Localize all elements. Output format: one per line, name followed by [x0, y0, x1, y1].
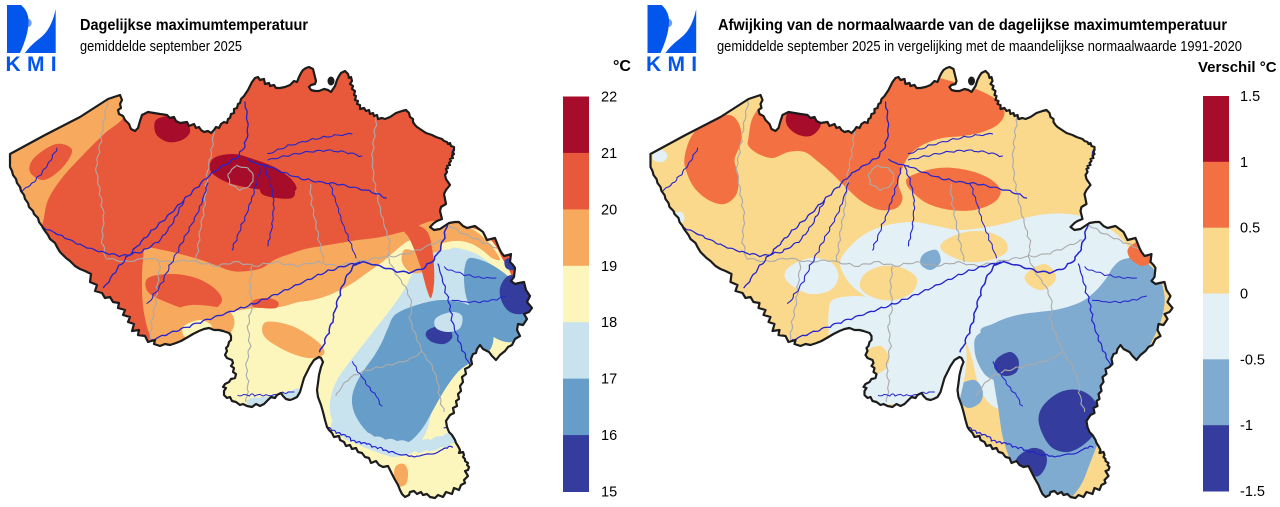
svg-text:0: 0 [1240, 287, 1248, 303]
svg-text:16: 16 [601, 428, 617, 444]
svg-text:17: 17 [601, 372, 617, 388]
svg-text:22: 22 [601, 90, 617, 106]
svg-text:15: 15 [601, 485, 617, 501]
svg-text:-1.5: -1.5 [1240, 484, 1265, 500]
svg-text:KMI: KMI [646, 53, 703, 76]
svg-text:21: 21 [601, 146, 617, 162]
svg-text:19: 19 [601, 259, 617, 275]
svg-text:1: 1 [1240, 155, 1248, 171]
svg-text:KMI: KMI [6, 53, 63, 76]
svg-text:20: 20 [601, 202, 617, 218]
svg-text:18: 18 [601, 315, 617, 331]
svg-text:-0.5: -0.5 [1240, 352, 1265, 368]
svg-text:1.5: 1.5 [1240, 89, 1260, 105]
svg-text:-1: -1 [1240, 418, 1253, 434]
svg-text:0.5: 0.5 [1240, 221, 1260, 237]
